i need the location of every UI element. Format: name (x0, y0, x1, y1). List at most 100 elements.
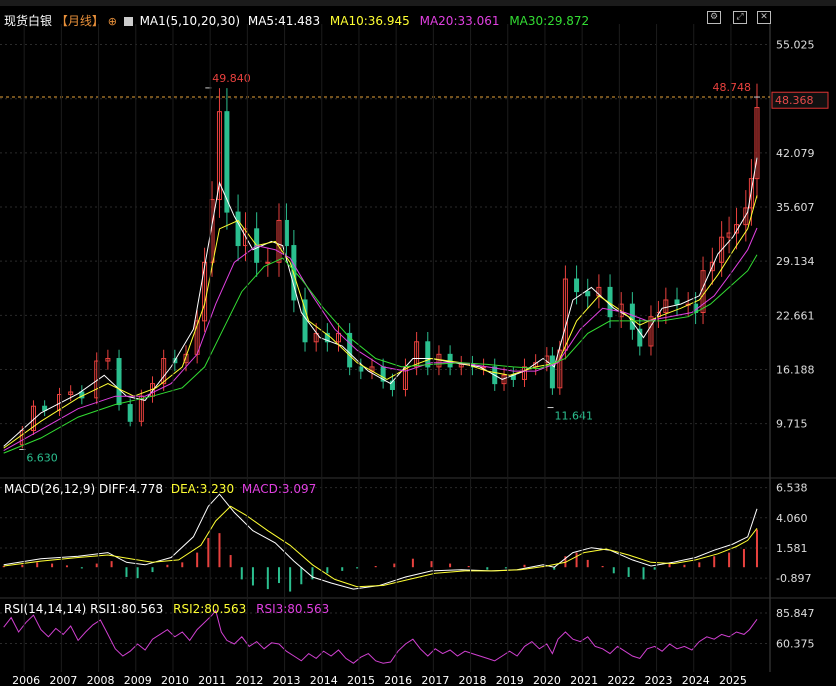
x-tick-label: 2025 (719, 674, 747, 686)
series-line-rsi1 (3, 609, 758, 664)
x-tick-label: 2021 (570, 674, 598, 686)
current-price-tag (771, 91, 829, 109)
annotation-label: 48.748 (712, 81, 751, 94)
candle-body (585, 291, 591, 297)
main-y-tick-label: 9.715 (776, 418, 808, 431)
candle-body (562, 278, 568, 351)
candle-body (719, 236, 725, 263)
indicator-toggle-icon[interactable] (123, 17, 133, 26)
period-settings-icon[interactable]: ⊕ (107, 15, 117, 28)
candle-body (629, 303, 635, 330)
rsi1-value: RSI1:80.563 (90, 602, 164, 616)
x-tick-label: 2015 (347, 674, 375, 686)
series-line-ma10 (3, 195, 758, 449)
ma5-value: MA5:41.483 (247, 14, 321, 28)
main-y-tick-label: 55.025 (776, 39, 815, 52)
macd-label[interactable]: MACD(26,12,9) (4, 482, 96, 496)
x-tick-label: 2010 (161, 674, 189, 686)
annotation-label: 6.630 (26, 451, 58, 464)
x-tick-label: 2017 (421, 674, 449, 686)
macd-y-tick-label: -0.897 (776, 572, 811, 585)
x-tick-label: 2024 (682, 674, 710, 686)
candle-body (265, 261, 271, 264)
candle-body (748, 178, 754, 209)
candle-body (743, 207, 749, 226)
candle-body (116, 358, 122, 406)
macd-y-tick-label: 4.060 (776, 512, 808, 525)
candle-body (557, 349, 563, 389)
candle-body (521, 366, 527, 380)
rsi-header: RSI(14,14,14) RSI1:80.563 RSI2:80.563 RS… (4, 602, 329, 616)
x-tick-label: 2019 (496, 674, 524, 686)
candle-body (105, 358, 111, 362)
candle-body (127, 404, 133, 422)
x-tick-label: 2012 (235, 674, 263, 686)
rsi-y-tick-label: 85.847 (776, 607, 815, 620)
candle-body (574, 278, 580, 293)
candle-body (637, 328, 643, 347)
series-line-diff (3, 493, 758, 590)
main-y-tick-label: 42.079 (776, 147, 815, 160)
annotation-label: 49.840 (212, 72, 251, 85)
candle-body (663, 299, 669, 314)
candle-body (235, 211, 241, 247)
rsi-label[interactable]: RSI(14,14,14) (4, 602, 87, 616)
main-y-tick-label: 29.134 (776, 255, 815, 268)
candle-body (734, 224, 740, 234)
macd-diff-value: DIFF:4.778 (98, 482, 164, 496)
ma10-value: MA10:36.945 (329, 14, 410, 28)
candle-body (414, 341, 420, 368)
period-label[interactable]: 【月线】 (55, 14, 104, 28)
x-tick-label: 2008 (87, 674, 115, 686)
rsi-y-tick-label: 60.375 (776, 638, 815, 651)
candle-body (161, 358, 167, 385)
macd-macd-value: MACD:3.097 (241, 482, 317, 496)
candle-body (754, 106, 760, 180)
x-tick-label: 2020 (533, 674, 561, 686)
candle-body (276, 219, 282, 263)
instrument-name: 现货白银 (4, 14, 53, 28)
annotation-label: 11.641 (555, 410, 594, 423)
macd-header: MACD(26,12,9) DIFF:4.778 DEA:3.230 MACD:… (4, 482, 316, 496)
candle-body (336, 332, 342, 343)
main-y-tick-label: 22.661 (776, 309, 815, 322)
ma-label: MA1(5,10,20,30) (139, 14, 241, 28)
candle-body (425, 341, 431, 368)
candle-body (224, 111, 230, 213)
x-tick-label: 2023 (645, 674, 673, 686)
candle-body (648, 316, 654, 347)
candle-body (183, 353, 189, 364)
x-tick-label: 2009 (124, 674, 152, 686)
macd-y-tick-label: 6.538 (776, 482, 808, 495)
x-tick-label: 2022 (607, 674, 635, 686)
expand-icon[interactable]: ⤢ (733, 11, 747, 24)
series-line-ma20 (3, 227, 758, 452)
main-y-tick-label: 16.188 (776, 364, 815, 377)
x-tick-label: 2018 (459, 674, 487, 686)
ma20-value: MA20:33.061 (419, 14, 500, 28)
candle-body (347, 332, 353, 368)
candle-body (324, 332, 330, 343)
candle-body (42, 405, 48, 411)
rsi2-value: RSI2:80.563 (173, 602, 247, 616)
series-line-ma30 (3, 254, 758, 454)
candle-body (674, 299, 680, 305)
top-toolbar-strip (0, 0, 836, 6)
x-tick-label: 2016 (384, 674, 412, 686)
x-tick-label: 2014 (310, 674, 338, 686)
current-price-label: 48.368 (775, 94, 814, 107)
rsi3-value: RSI3:80.563 (256, 602, 330, 616)
candle-body (216, 111, 222, 201)
macd-y-tick-label: 1.581 (776, 542, 808, 555)
settings-icon[interactable]: ⚙ (707, 11, 721, 24)
main-chart-header: 现货白银 【月线】 ⊕ MA1(5,10,20,30) MA5:41.483 M… (4, 12, 589, 29)
candle-body (709, 261, 715, 272)
main-y-tick-label: 35.607 (776, 201, 815, 214)
candle-body (68, 391, 74, 396)
candle-body (549, 355, 555, 389)
macd-dea-value: DEA:3.230 (170, 482, 235, 496)
x-tick-label: 2013 (273, 674, 301, 686)
x-tick-label: 2011 (198, 674, 226, 686)
close-icon[interactable]: ✕ (757, 11, 771, 24)
